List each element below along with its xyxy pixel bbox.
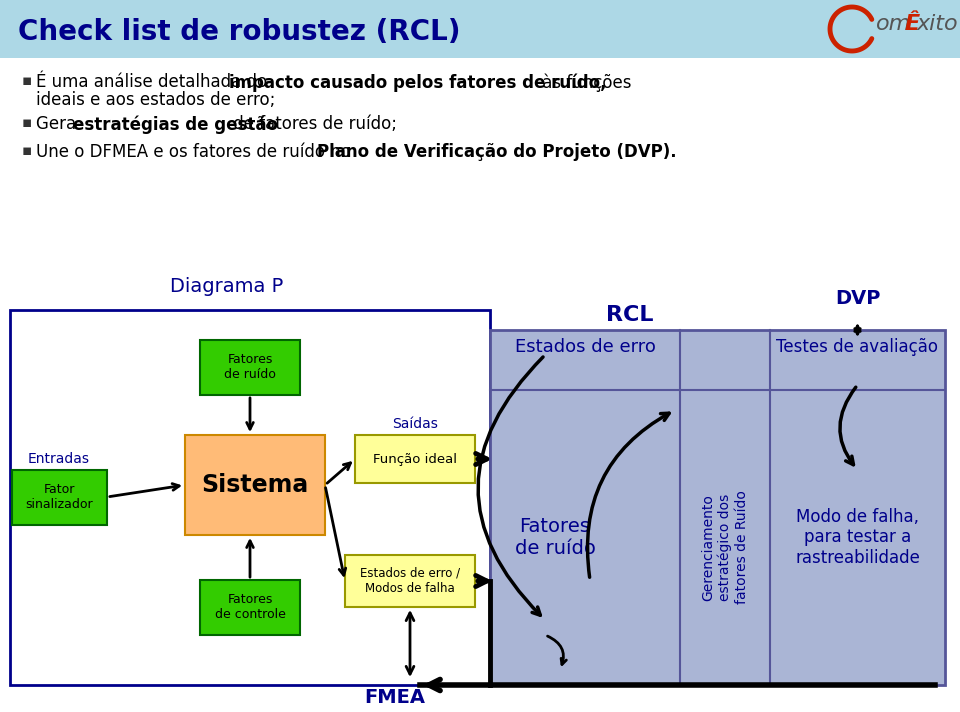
Text: RCL: RCL: [607, 305, 654, 325]
Text: Diagrama P: Diagrama P: [170, 277, 283, 296]
Text: Check list de robustez (RCL): Check list de robustez (RCL): [18, 18, 461, 46]
Text: Estados de erro /
Modos de falha: Estados de erro / Modos de falha: [360, 567, 460, 595]
Text: Estados de erro: Estados de erro: [515, 338, 656, 356]
Text: Fatores
de ruído: Fatores de ruído: [515, 517, 595, 558]
Bar: [10, 310, 490, 685]
Text: om: om: [876, 14, 911, 34]
Text: ▪: ▪: [22, 73, 33, 88]
Text: Testes de avaliação: Testes de avaliação: [777, 338, 939, 356]
Text: ▪: ▪: [22, 115, 33, 130]
Text: Gerenciamento
estratégico dos
fatores de Ruído: Gerenciamento estratégico dos fatores de…: [702, 491, 749, 604]
Text: Gera: Gera: [36, 115, 82, 133]
Bar: [345, 555, 475, 607]
Text: ▪: ▪: [22, 143, 33, 158]
Text: xito: xito: [917, 14, 959, 34]
Text: Entradas: Entradas: [28, 452, 90, 466]
Text: Sistema: Sistema: [202, 473, 308, 497]
Text: FMEA: FMEA: [365, 688, 425, 707]
Bar: [185, 435, 325, 535]
Text: Fatores
de controle: Fatores de controle: [215, 593, 285, 621]
Text: estratégias de gestão: estratégias de gestão: [73, 115, 278, 134]
Text: às funções: às funções: [537, 73, 632, 92]
Bar: [355, 435, 475, 483]
Text: de fatores de ruído;: de fatores de ruído;: [228, 115, 397, 133]
Text: Fatores
de ruído: Fatores de ruído: [224, 353, 276, 381]
Text: Ê: Ê: [905, 14, 921, 34]
Text: impacto causado pelos fatores de ruído,: impacto causado pelos fatores de ruído,: [229, 73, 607, 92]
Bar: [200, 580, 300, 635]
Text: Função ideal: Função ideal: [373, 453, 457, 466]
Text: ideais e aos estados de erro;: ideais e aos estados de erro;: [36, 91, 276, 109]
Text: Une o DFMEA e os fatores de ruído no: Une o DFMEA e os fatores de ruído no: [36, 143, 356, 161]
Text: Plano de Verificação do Projeto (DVP).: Plano de Verificação do Projeto (DVP).: [317, 143, 677, 161]
Text: Modo de falha,
para testar a
rastreabilidade: Modo de falha, para testar a rastreabili…: [795, 508, 920, 567]
Text: Fator
sinalizador: Fator sinalizador: [25, 483, 93, 511]
Bar: [200, 340, 300, 395]
Bar: [0, 0, 960, 58]
Text: É uma análise detalhada do: É uma análise detalhada do: [36, 73, 273, 91]
Bar: [12, 470, 107, 525]
Text: Saídas: Saídas: [392, 417, 438, 431]
Text: DVP: DVP: [835, 289, 880, 308]
Bar: [490, 330, 945, 685]
